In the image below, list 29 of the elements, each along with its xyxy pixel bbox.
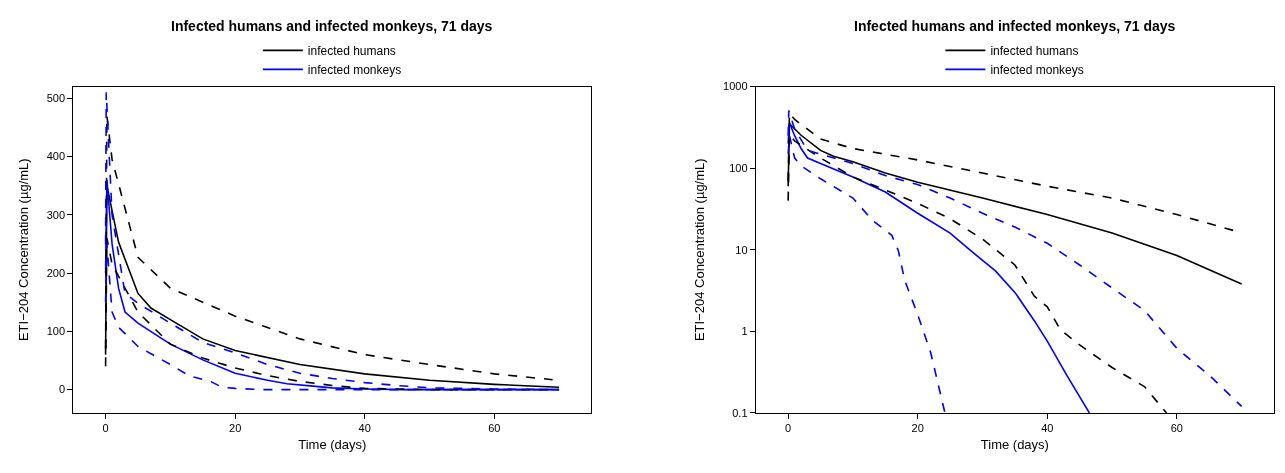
y-tick-label: 1000: [723, 80, 748, 93]
y-tick-label: 400: [46, 150, 65, 163]
y-tick-label: 100: [729, 162, 748, 174]
y-tick-label: 300: [46, 208, 65, 221]
x-tick-label: 20: [911, 422, 924, 435]
x-tick-label: 0: [785, 422, 792, 435]
y-tick-label: 10: [735, 243, 748, 256]
legend-label: infected humans: [990, 44, 1079, 59]
y-tick-label: 1: [741, 325, 748, 338]
x-tick-label: 20: [229, 422, 242, 435]
x-axis-title: Time (days): [298, 436, 367, 452]
x-tick-label: 40: [358, 422, 371, 435]
chart-title: Infected humans and infected monkeys, 71 days: [854, 18, 1176, 34]
x-tick-label: 60: [1170, 422, 1183, 435]
y-tick-label: 0: [58, 383, 65, 396]
chart-title: Infected humans and infected monkeys, 71 days: [171, 18, 493, 34]
x-tick-label: 0: [102, 422, 109, 435]
y-axis-title: ETI−204 Concentration (µg/mL): [692, 158, 708, 342]
y-axis-title: ETI−204 Concentration (µg/mL): [15, 158, 31, 342]
y-tick-label: 200: [46, 266, 65, 279]
x-tick-label: 60: [488, 422, 501, 435]
y-tick-label: 100: [46, 325, 65, 338]
y-tick-label: 500: [46, 92, 65, 105]
legend-label: infected monkeys: [307, 63, 402, 78]
legend-label: infected humans: [307, 44, 396, 59]
y-tick-label: 0.1: [732, 406, 748, 419]
x-tick-label: 40: [1041, 422, 1054, 435]
legend-label: infected monkeys: [990, 63, 1084, 78]
x-axis-title: Time (days): [980, 436, 1049, 452]
